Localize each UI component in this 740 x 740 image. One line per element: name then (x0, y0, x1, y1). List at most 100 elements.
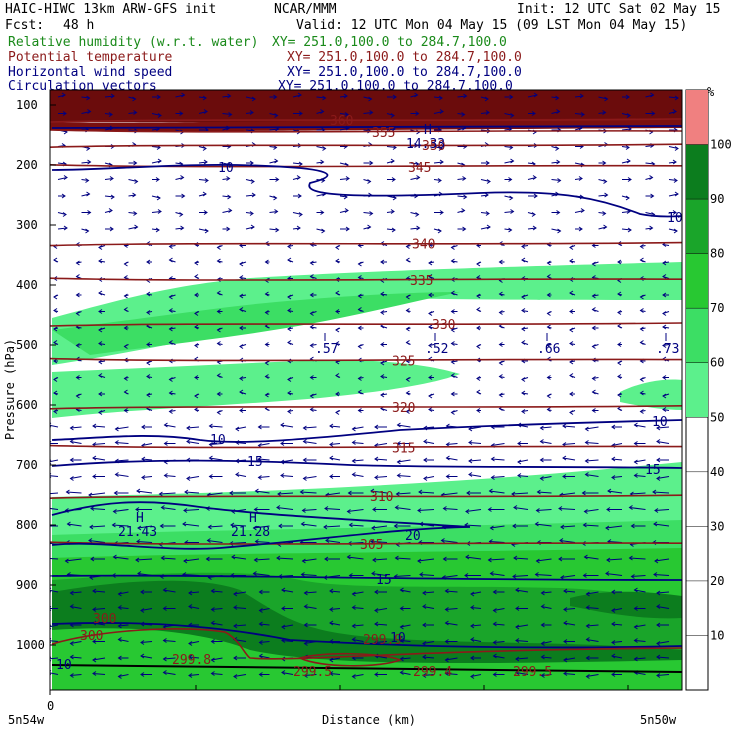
vector-arrow (255, 541, 270, 543)
vector-arrow (211, 657, 223, 661)
vector-head (207, 524, 212, 530)
vector-arrow (188, 606, 200, 609)
vector-head (540, 622, 545, 628)
vector-arrow (400, 589, 411, 593)
vector-arrow (300, 491, 317, 494)
rh-band-mid (52, 360, 460, 418)
vector-head (399, 638, 404, 643)
vector-arrow (634, 657, 646, 660)
vector-head (652, 489, 657, 495)
vector-head (414, 92, 419, 98)
vector-head (463, 194, 468, 200)
vector-arrow (118, 607, 129, 609)
vector-head (450, 327, 455, 333)
vector-head (63, 225, 68, 231)
vector-arrow (352, 674, 364, 677)
vector-arrow (163, 657, 176, 660)
vector-head (476, 408, 481, 413)
vector-head (329, 588, 334, 594)
vector-head (444, 657, 449, 663)
vector-head (168, 308, 173, 313)
vector-arrow (535, 574, 552, 576)
vector-head (539, 457, 544, 463)
vector-head (158, 491, 163, 497)
vector-arrow (374, 443, 388, 446)
vector-head (562, 423, 567, 429)
vector-arrow (231, 556, 247, 560)
vector-head (428, 324, 433, 330)
vector-head (390, 113, 395, 118)
vector-head (428, 292, 433, 298)
vector-head (109, 226, 114, 232)
vector-head (287, 294, 292, 300)
vector-head (117, 623, 122, 629)
vector-arrow (301, 574, 317, 576)
vector-head (486, 179, 491, 184)
vector-head (371, 571, 376, 576)
vector-head (280, 441, 285, 446)
vector-arrow (209, 457, 223, 461)
vector-head (563, 620, 568, 626)
vector-head (335, 391, 340, 397)
colorbar-tick-label: 70 (710, 301, 724, 315)
vector-head (329, 442, 334, 447)
vector-head (329, 620, 334, 626)
theta-contour-label: 325 (392, 355, 415, 370)
vector-head (662, 311, 667, 316)
field-wind-name: Horizontal wind speed (8, 65, 173, 80)
theta-contour (50, 241, 682, 247)
vector-head (239, 408, 244, 413)
vector-arrow (396, 492, 411, 495)
vector-head (53, 308, 58, 313)
vector-arrow (245, 212, 254, 214)
vector-head (585, 674, 590, 679)
vector-head (194, 274, 199, 279)
vector-arrow (551, 228, 561, 232)
vector-arrow (457, 113, 465, 115)
vector-arrow (151, 113, 162, 116)
vector-head (405, 326, 410, 332)
vector-arrow (292, 212, 303, 215)
vector-head (415, 111, 420, 116)
vector-arrow (92, 673, 106, 675)
vector-head (351, 674, 356, 679)
vector-head (633, 459, 638, 465)
vector-head (249, 211, 254, 216)
vector-head (557, 228, 562, 234)
vector-head (133, 160, 138, 166)
vector-arrow (211, 608, 223, 610)
theta-contour-label: 320 (392, 401, 415, 416)
vector-head (194, 260, 199, 266)
vector-head (309, 393, 314, 399)
vector-head (515, 638, 520, 643)
colorbar-tick-label: 80 (710, 247, 724, 261)
vector-head (450, 373, 455, 378)
vector-head (322, 146, 327, 151)
vector-head (405, 294, 410, 300)
vector-arrow (418, 491, 435, 494)
vector-head (369, 110, 374, 115)
distance-axis: 0 5n54w 5n50w Distance (km) (8, 685, 677, 727)
vector-head (515, 624, 520, 630)
vector-arrow (400, 672, 411, 675)
vector-arrow (611, 608, 623, 611)
vector-head (239, 275, 244, 280)
wind-contour-label: 10 (652, 415, 668, 430)
vector-head (202, 95, 207, 101)
vector-head (556, 210, 561, 215)
vector-arrow (517, 475, 529, 477)
vector-head (324, 506, 329, 511)
vector-arrow (70, 441, 82, 444)
vector-arrow (634, 589, 646, 593)
vector-arrow (141, 476, 153, 478)
vector-head (484, 96, 489, 102)
vector-head (633, 638, 638, 643)
vector-arrow (70, 476, 82, 479)
surface-theta-label: 300 (80, 629, 103, 644)
vector-arrow (563, 622, 576, 626)
vector-head (69, 457, 74, 463)
vector-arrow (540, 441, 552, 444)
vector-arrow (574, 162, 585, 166)
vector-arrow (302, 558, 317, 562)
vector-arrow (611, 623, 623, 626)
